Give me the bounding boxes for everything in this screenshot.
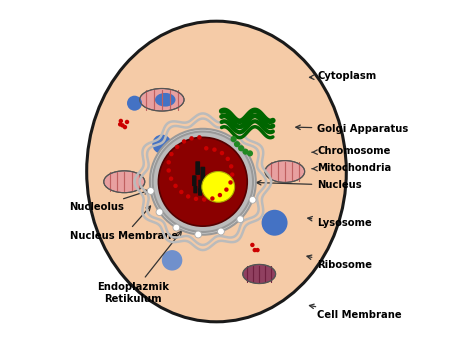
Circle shape [210,196,215,201]
Circle shape [125,120,129,124]
Circle shape [169,176,173,181]
Text: Nucleolus: Nucleolus [70,190,149,212]
Circle shape [173,184,178,188]
Circle shape [173,224,180,231]
Circle shape [237,216,244,223]
Circle shape [226,157,230,161]
Ellipse shape [243,264,275,284]
Circle shape [179,190,183,194]
Circle shape [118,119,123,123]
Text: Chromosome: Chromosome [312,146,391,156]
Circle shape [147,188,154,194]
Circle shape [156,209,163,215]
Circle shape [212,147,217,152]
Ellipse shape [155,93,175,107]
Circle shape [250,243,255,247]
Circle shape [166,160,171,165]
FancyBboxPatch shape [193,186,197,193]
Circle shape [230,172,235,177]
Circle shape [229,164,233,169]
Circle shape [195,231,201,238]
Text: Golgi Apparatus: Golgi Apparatus [296,124,409,134]
Circle shape [253,248,257,252]
Ellipse shape [150,129,256,235]
Circle shape [204,146,209,151]
Circle shape [120,123,125,128]
Circle shape [202,197,206,202]
Text: Mitochondria: Mitochondria [312,163,392,173]
Ellipse shape [265,161,305,182]
Circle shape [166,168,171,173]
Circle shape [194,197,198,201]
Circle shape [197,135,201,140]
FancyBboxPatch shape [192,175,197,186]
Text: Nucleus Membrane: Nucleus Membrane [70,206,178,241]
Circle shape [218,193,222,197]
Circle shape [228,180,233,185]
Circle shape [224,187,228,192]
FancyBboxPatch shape [198,188,202,196]
Circle shape [230,136,237,142]
Circle shape [220,151,224,155]
Ellipse shape [87,21,346,322]
Circle shape [169,152,173,156]
Circle shape [175,145,180,149]
Circle shape [189,136,194,141]
Circle shape [234,141,240,147]
Circle shape [127,96,142,111]
Circle shape [186,194,191,199]
Text: Endoplazmik
Retikulum: Endoplazmik Retikulum [97,231,182,304]
Ellipse shape [153,131,253,232]
Text: Cell Membrane: Cell Membrane [310,304,402,320]
Circle shape [255,248,260,252]
FancyBboxPatch shape [195,161,200,175]
Text: Lysosome: Lysosome [308,216,372,228]
Circle shape [118,122,122,127]
Circle shape [243,149,249,155]
Ellipse shape [158,137,247,226]
Text: Nucleus: Nucleus [256,180,362,190]
Circle shape [249,197,256,203]
Circle shape [238,145,244,151]
FancyBboxPatch shape [201,167,205,180]
Circle shape [247,150,253,156]
Ellipse shape [140,88,184,111]
FancyBboxPatch shape [198,180,203,191]
Circle shape [123,125,127,129]
Ellipse shape [104,171,145,193]
Circle shape [162,250,182,271]
Ellipse shape [202,172,235,202]
Circle shape [218,228,224,235]
Circle shape [182,139,186,144]
Text: Cytoplasm: Cytoplasm [310,71,376,81]
Text: Ribosome: Ribosome [307,255,372,270]
Circle shape [262,210,288,236]
Circle shape [152,134,172,154]
